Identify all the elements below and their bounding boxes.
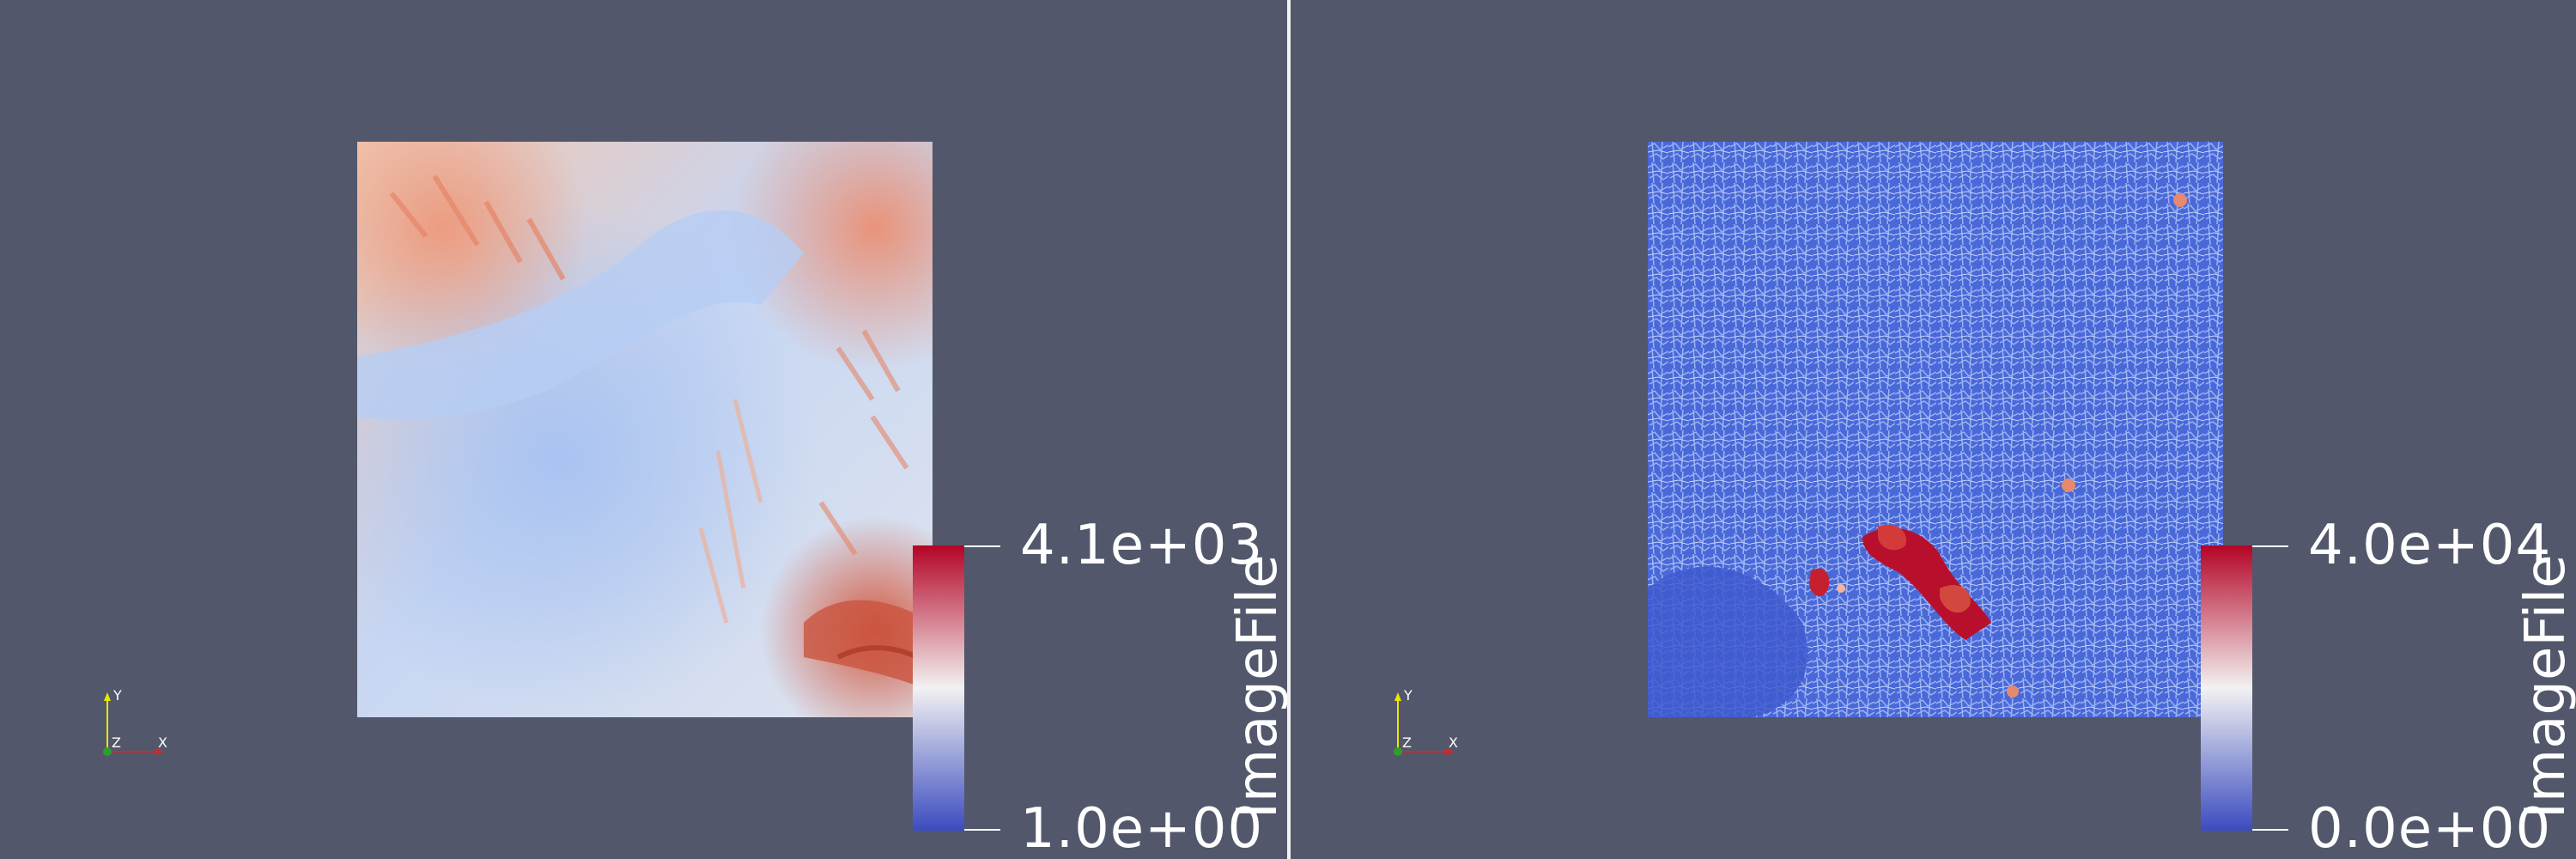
colorbar-min-tick xyxy=(2252,829,2288,831)
colorbar-max-label: 4.0e+04 xyxy=(2308,514,2552,577)
axis-label-z: Z xyxy=(112,734,121,751)
colorbar-max-tick xyxy=(964,545,1000,547)
colorbar-min-tick xyxy=(964,829,1000,831)
render-view-left[interactable]: 4.1e+03 1.0e+00 ImageFile Y Z X xyxy=(0,0,1287,859)
axis-label-y: Y xyxy=(113,687,122,704)
colorbar-min-label: 0.0e+00 xyxy=(2308,797,2552,859)
colorbar-title: ImageFile xyxy=(1226,554,1287,819)
axis-label-z: Z xyxy=(1402,734,1412,751)
axis-label-x: X xyxy=(1449,734,1458,751)
axis-label-x: X xyxy=(158,734,167,751)
colorbar-gradient xyxy=(2201,545,2252,831)
colorbar: 4.0e+04 0.0e+00 ImageFile xyxy=(2201,518,2576,856)
colorbar-max-label: 4.1e+03 xyxy=(1020,514,1264,577)
orientation-axes: Y Z X xyxy=(94,687,180,765)
colorbar-max-tick xyxy=(2252,545,2288,547)
colorbar-min-label: 1.0e+00 xyxy=(1020,797,1264,859)
colorbar: 4.1e+03 1.0e+00 ImageFile xyxy=(913,518,1287,856)
view-splitter[interactable] xyxy=(1287,0,1291,859)
gradient-heatmap[interactable] xyxy=(1648,142,2223,717)
elevation-heatmap[interactable] xyxy=(357,142,933,717)
axis-label-y: Y xyxy=(1404,687,1413,704)
render-view-right[interactable]: 4.0e+04 0.0e+00 ImageFile Y Z X xyxy=(1291,0,2576,859)
orientation-axes: Y Z X xyxy=(1385,687,1471,765)
colorbar-gradient xyxy=(913,545,964,831)
colorbar-title: ImageFile xyxy=(2514,554,2576,819)
axes-triad-icon xyxy=(1394,692,1455,756)
axes-triad-icon xyxy=(103,692,164,756)
